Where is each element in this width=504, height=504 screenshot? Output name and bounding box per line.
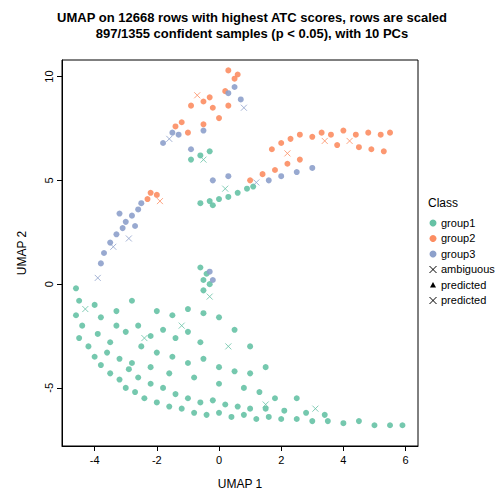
svg-text:5: 5	[43, 177, 55, 183]
svg-text:4: 4	[340, 454, 346, 466]
svg-text:-2: -2	[152, 454, 162, 466]
svg-text:predicted: predicted	[441, 294, 486, 306]
svg-text:897/1355 confident samples (p: 897/1355 confident samples (p < 0.05), w…	[96, 26, 409, 41]
svg-text:2: 2	[278, 454, 284, 466]
svg-text:0: 0	[216, 454, 222, 466]
svg-text:Class: Class	[428, 196, 458, 210]
svg-text:ambiguous: ambiguous	[441, 263, 495, 275]
svg-text:-5: -5	[43, 383, 55, 393]
svg-text:group1: group1	[441, 217, 475, 229]
svg-text:UMAP 1: UMAP 1	[218, 477, 263, 491]
svg-text:UMAP on 12668 rows with highes: UMAP on 12668 rows with highest ATC scor…	[57, 10, 447, 25]
svg-text:-4: -4	[90, 454, 100, 466]
svg-text:0: 0	[43, 281, 55, 287]
svg-text:group2: group2	[441, 232, 475, 244]
svg-text:10: 10	[43, 70, 55, 82]
svg-text:UMAP 2: UMAP 2	[15, 230, 29, 275]
svg-text:predicted: predicted	[441, 279, 486, 291]
svg-text:group3: group3	[441, 248, 475, 260]
svg-text:6: 6	[403, 454, 409, 466]
